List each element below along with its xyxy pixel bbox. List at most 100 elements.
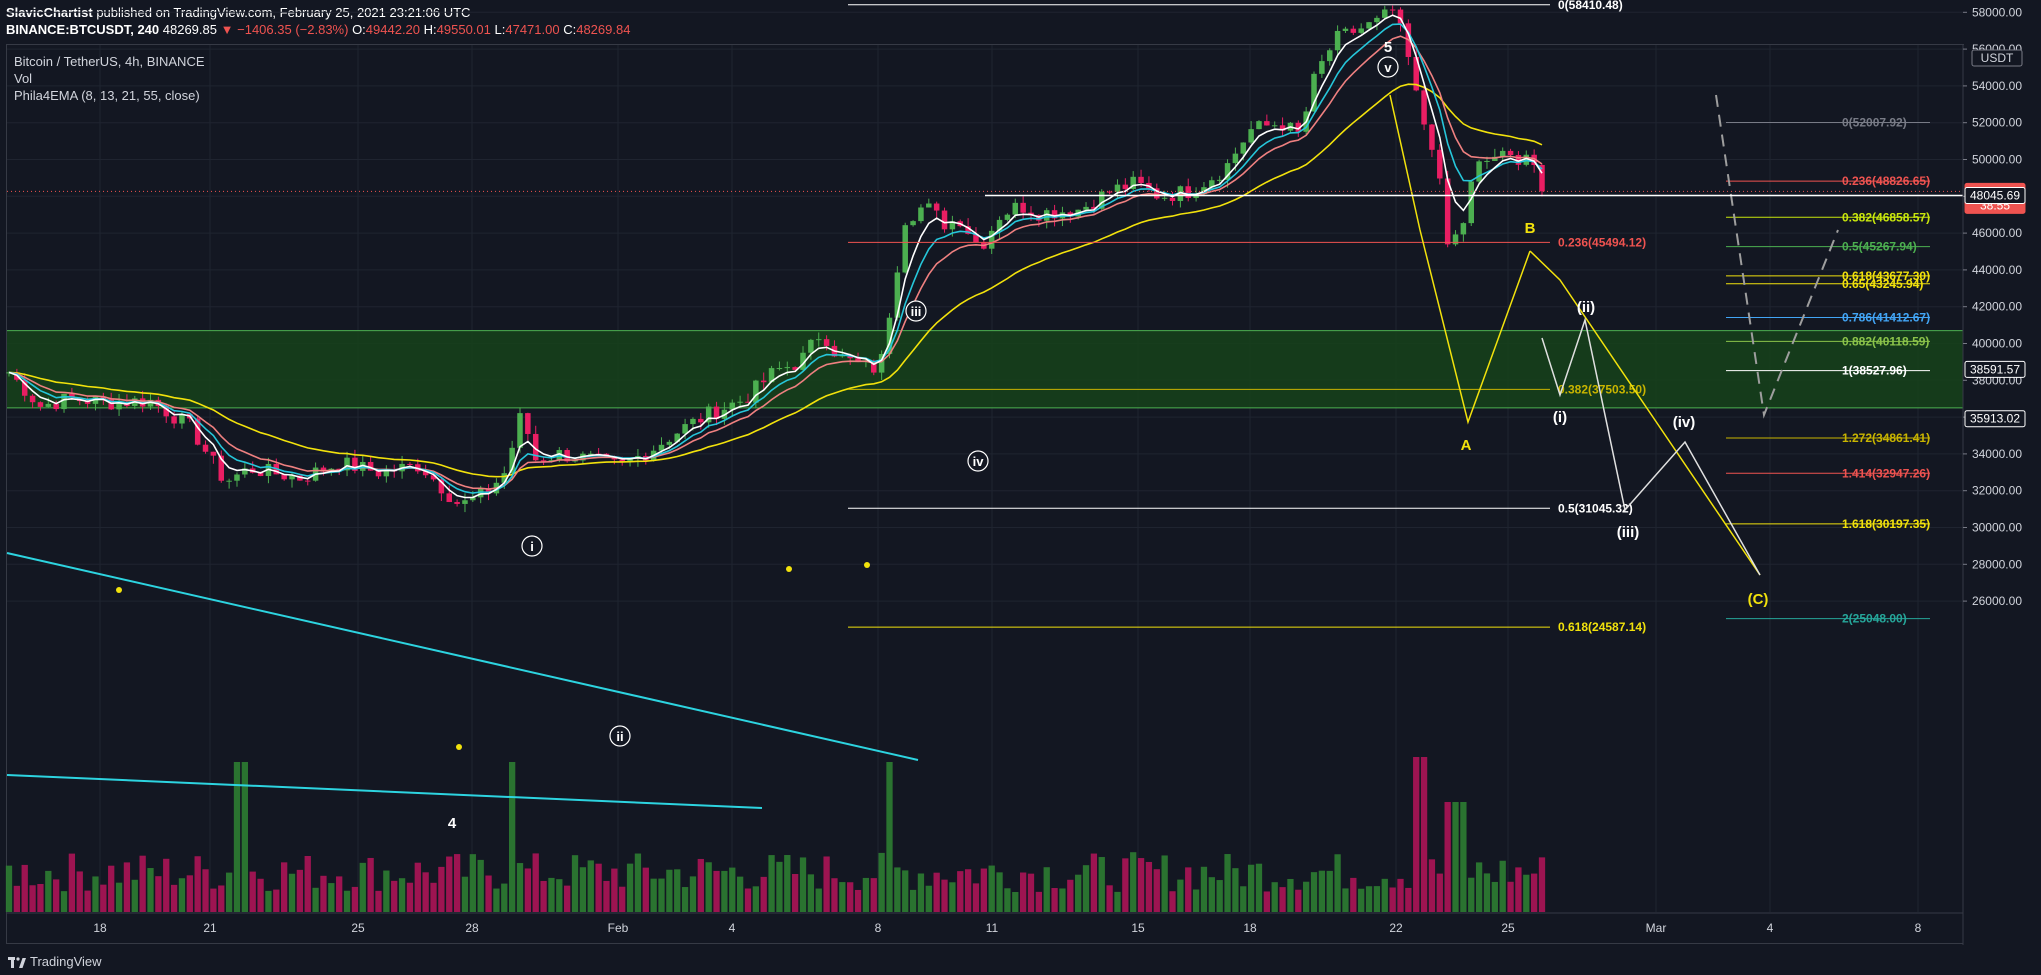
- legend-title[interactable]: Bitcoin / TetherUS, 4h, BINANCE: [14, 54, 205, 69]
- time-tick-label: 25: [1501, 921, 1515, 935]
- volume-bar: [37, 883, 44, 912]
- candle-body: [470, 497, 476, 501]
- volume-bar: [980, 868, 987, 912]
- legend-volume[interactable]: Vol: [14, 71, 33, 86]
- candle-body: [1169, 197, 1176, 202]
- volume-bar: [705, 862, 712, 912]
- volume-bar: [1538, 857, 1546, 912]
- fib-ext-label: 0(52007.92): [1842, 116, 1907, 130]
- wave-label-circle: [609, 725, 631, 747]
- wave-label: (ii): [1577, 299, 1595, 316]
- candle-body: [532, 433, 539, 461]
- volume-bar: [1232, 868, 1239, 912]
- wave-label-circle: [905, 300, 927, 322]
- volume-bar: [697, 858, 704, 912]
- volume-bar: [792, 874, 799, 912]
- volume-bar: [721, 870, 728, 912]
- candle-body: [320, 467, 327, 472]
- volume-bar: [233, 762, 241, 912]
- volume-bar: [225, 872, 233, 912]
- volume-bar: [100, 884, 107, 912]
- candle-body: [1334, 30, 1341, 51]
- candle-body: [1295, 122, 1302, 132]
- candle-body: [540, 460, 547, 462]
- candle-body: [1248, 129, 1254, 143]
- volume-bar: [611, 868, 618, 912]
- candle-body: [800, 352, 806, 370]
- volume-bar: [1491, 881, 1498, 912]
- candle-body: [1468, 181, 1474, 224]
- candle-body: [281, 474, 287, 480]
- candle-body: [1389, 9, 1396, 11]
- candle-body: [485, 488, 492, 494]
- candle-body: [1358, 28, 1364, 33]
- volume-bar: [501, 883, 508, 912]
- volume-bar: [729, 867, 736, 912]
- volume-bar: [1019, 872, 1027, 912]
- candle-body: [454, 502, 460, 504]
- impulse-projection: [1541, 317, 1761, 576]
- volume-bar: [249, 871, 256, 912]
- candle-body: [666, 441, 673, 445]
- ohlc-summary: BINANCE:BTCUSDT, 240 48269.85 ▼ −1406.35…: [6, 22, 630, 37]
- volume-bar: [634, 853, 642, 912]
- candle-body: [446, 493, 452, 503]
- price-tick-label: 58000.00: [1972, 5, 2022, 19]
- time-tick-label: 18: [1243, 921, 1257, 935]
- ema-55-line: [8, 83, 1543, 478]
- wave-label: 4: [448, 815, 457, 832]
- candle-body: [69, 393, 75, 398]
- candle-body: [1382, 9, 1388, 18]
- volume-bar: [847, 882, 854, 912]
- volume-bar: [1145, 861, 1153, 912]
- candle-body: [163, 406, 169, 417]
- volume-bar: [296, 869, 304, 912]
- candle-body: [1492, 156, 1498, 161]
- candle-body: [902, 225, 908, 273]
- legend-ema[interactable]: Phila4EMA (8, 13, 21, 55, close): [14, 88, 200, 103]
- volume-bar: [343, 890, 351, 912]
- volume-bar: [1059, 888, 1066, 912]
- candle-body: [1499, 150, 1506, 157]
- volume-bar: [532, 853, 539, 912]
- volume-bar: [587, 860, 594, 912]
- volume-bar: [115, 882, 123, 912]
- volume-bar: [1397, 878, 1404, 912]
- price-chart[interactable]: 0(58410.48) 0.236(45494.12) 0.382(37503.50…: [0, 0, 2041, 945]
- volume-bar: [579, 867, 587, 912]
- candle-body: [965, 226, 971, 234]
- candle-body: [194, 418, 201, 445]
- volume-bar: [438, 866, 445, 912]
- candle-body: [509, 447, 515, 474]
- volume-bar: [870, 878, 877, 912]
- candle-body: [84, 401, 91, 404]
- fib-level-label: 0.618(24587.14): [1558, 620, 1646, 634]
- chart-footer: TradingView: [0, 948, 2041, 975]
- volume-bar: [752, 886, 759, 912]
- volume-bar: [430, 882, 437, 912]
- signal-dot: [786, 566, 792, 572]
- volume-bar: [1130, 852, 1137, 912]
- volume-bar: [288, 873, 296, 912]
- candle-body: [1083, 206, 1089, 210]
- volume-bar: [218, 885, 225, 912]
- signal-dot: [116, 587, 122, 593]
- fib-ext-label: 0.618(43677.30): [1842, 269, 1930, 283]
- time-tick-label: 15: [1131, 921, 1145, 935]
- candle-body: [1515, 155, 1522, 165]
- volume-bar: [485, 875, 492, 912]
- volume-bar: [831, 878, 838, 912]
- candle-body: [1444, 178, 1451, 245]
- candle-body: [1437, 149, 1443, 179]
- volume-series: [5, 757, 1546, 912]
- candle-body: [1311, 73, 1317, 112]
- price-tick-label: 30000.00: [1972, 521, 2022, 535]
- candle-body: [37, 402, 44, 407]
- volume-bar: [1192, 889, 1200, 912]
- candle-body: [973, 233, 979, 243]
- fib-ext-label: 0.786(41412.67): [1842, 311, 1930, 325]
- volume-bar: [257, 878, 264, 912]
- tradingview-logo[interactable]: TradingView: [8, 954, 102, 969]
- candle-body: [1484, 160, 1490, 162]
- candle-body: [564, 450, 570, 462]
